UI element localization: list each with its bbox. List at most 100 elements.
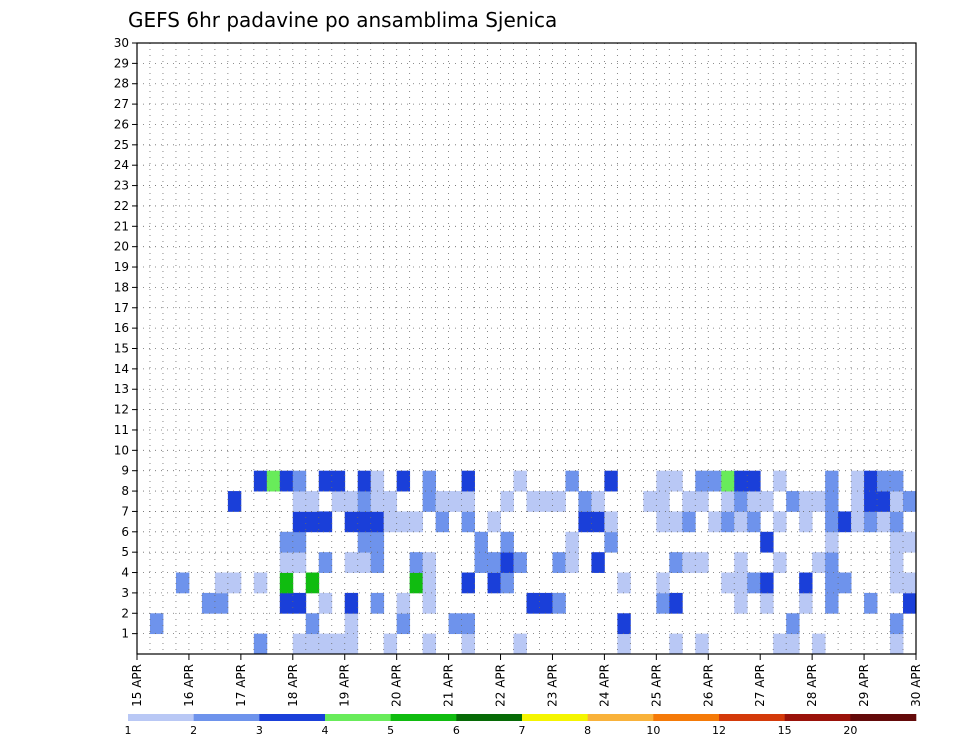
colorbar-swatch [128, 714, 194, 721]
heatmap-cell [734, 572, 748, 594]
heatmap-cell [552, 592, 566, 614]
heatmap-cell [591, 491, 605, 512]
heatmap-cell [604, 531, 618, 553]
heatmap-cell [890, 572, 904, 594]
heatmap-cell [604, 470, 618, 492]
colorbar-label: 7 [519, 724, 526, 737]
heatmap-cell [344, 592, 359, 614]
y-tick-label: 20 [114, 240, 129, 254]
heatmap-cell [422, 633, 437, 655]
colorbar-swatch [719, 714, 785, 721]
heatmap-cell [669, 470, 683, 492]
heatmap-cell [253, 633, 268, 655]
heatmap-cell [344, 613, 359, 635]
heatmap-cell [370, 552, 385, 573]
colorbar-label: 6 [453, 724, 460, 737]
heatmap-cell [877, 491, 891, 512]
heatmap-cell [253, 470, 268, 492]
y-tick-label: 14 [114, 362, 129, 376]
colorbar-swatch [193, 714, 260, 721]
heatmap-cell [890, 491, 904, 512]
heatmap-cell [279, 592, 294, 614]
colorbar-swatch [259, 714, 326, 721]
heatmap-cell [695, 470, 709, 492]
heatmap-cell [266, 470, 281, 492]
heatmap-cell [318, 633, 333, 655]
heatmap-cell [734, 592, 748, 614]
heatmap-cell [344, 491, 359, 512]
heatmap-cell [825, 572, 839, 594]
colorbar-label: 3 [256, 724, 263, 737]
heatmap-cell [357, 552, 372, 573]
heatmap-cell [799, 592, 813, 614]
heatmap-cell [617, 613, 631, 635]
y-tick-label: 18 [114, 280, 129, 294]
x-tick-label: 25 APR [649, 664, 663, 707]
heatmap-cell [864, 511, 878, 533]
heatmap-cell [825, 531, 839, 553]
heatmap-cell [305, 613, 320, 635]
x-tick-label: 19 APR [338, 664, 352, 707]
heatmap-cell [279, 531, 294, 553]
heatmap-cell [799, 491, 813, 512]
colorbar-swatch [390, 714, 457, 721]
x-tick-label: 21 APR [442, 664, 456, 707]
x-tick-label: 17 APR [234, 664, 248, 707]
heatmap-cell [734, 552, 748, 573]
heatmap-cell [422, 470, 437, 492]
y-tick-label: 30 [114, 36, 129, 50]
heatmap-cell [253, 572, 268, 594]
heatmap-cell [500, 552, 514, 573]
heatmap-cell [552, 552, 566, 573]
y-tick-label: 19 [114, 260, 129, 274]
x-tick-label: 20 APR [390, 664, 404, 707]
heatmap-cell [357, 470, 372, 492]
heatmap-cell [721, 511, 735, 533]
heatmap-cell [565, 552, 579, 573]
heatmap-cell [422, 572, 437, 594]
heatmap-cell [344, 633, 359, 655]
heatmap-cell [279, 470, 294, 492]
heatmap-cell [734, 511, 748, 533]
heatmap-cell [448, 491, 462, 512]
heatmap-cell [370, 511, 385, 533]
heatmap-cell [565, 531, 579, 553]
heatmap-cell [656, 511, 670, 533]
y-tick-label: 28 [114, 77, 129, 91]
heatmap-cell [708, 470, 722, 492]
colorbar: 1 2 3 4 5 6 7 8 10 12 15 20 [125, 714, 917, 737]
heatmap-cell [318, 470, 333, 492]
heatmap-cell [500, 491, 514, 512]
heatmap-cell [825, 491, 839, 512]
heatmap-cell [669, 511, 683, 533]
heatmap-cell [422, 592, 437, 614]
heatmap-cell [890, 470, 904, 492]
x-tick-label: 16 APR [182, 664, 196, 707]
x-tick-label: 24 APR [597, 664, 611, 707]
y-tick-label: 3 [121, 586, 129, 600]
colorbar-label: 5 [387, 724, 394, 737]
heatmap-cell [773, 511, 787, 533]
heatmap-cell [799, 572, 813, 594]
colorbar-label: 4 [322, 724, 329, 737]
heatmap-cell [812, 552, 826, 573]
y-tick-label: 5 [121, 545, 129, 559]
y-tick-label: 9 [121, 464, 129, 478]
heatmap-cell [435, 491, 449, 512]
heatmap-cell [721, 470, 735, 492]
heatmap-cell [890, 633, 904, 655]
heatmap-cell [409, 511, 424, 533]
heatmap-cell [617, 633, 631, 655]
heatmap-cell [864, 592, 878, 614]
chart-title: GEFS 6hr padavine po ansamblima Sjenica [128, 8, 557, 32]
heatmap-cell [734, 470, 748, 492]
heatmap-cell [656, 470, 670, 492]
x-tick-label: 23 APR [545, 664, 559, 707]
heatmap-cell [422, 552, 437, 573]
heatmap-cell [838, 511, 852, 533]
y-tick-label: 8 [121, 484, 129, 498]
heatmap-cell [760, 531, 774, 553]
y-tick-label: 24 [114, 158, 129, 172]
y-tick-label: 25 [114, 138, 129, 152]
